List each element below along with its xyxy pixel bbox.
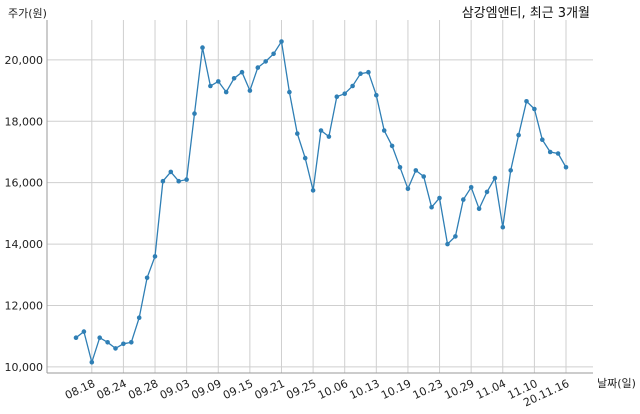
data-point [492,175,498,181]
y-tick-label: 10,000 [5,361,44,374]
data-point [136,315,142,321]
y-tick-label: 12,000 [5,299,44,312]
data-point [461,197,466,202]
data-point [113,346,118,351]
data-point [263,59,269,64]
x-tick-label: 10.13 [348,377,382,402]
data-point [223,89,229,95]
x-tick-label: 11.04 [474,377,508,402]
data-point [468,185,474,190]
data-point [358,71,363,76]
data-point [160,178,166,184]
data-point [89,360,95,365]
data-point [516,132,521,138]
data-point [295,131,300,136]
data-point [532,106,537,112]
data-point [73,335,79,341]
data-point [524,99,529,104]
data-point [389,143,395,149]
data-point [255,65,261,70]
data-point [326,134,332,139]
data-point [508,168,513,173]
data-point [129,340,134,345]
data-point [310,188,316,193]
data-point [192,111,197,116]
data-point [279,39,284,44]
price-series-line [75,39,567,365]
data-point [540,137,545,142]
x-tick-label: 09.21 [253,377,287,402]
data-point [81,329,87,334]
data-point [318,128,324,133]
data-point [97,335,102,341]
data-point [184,177,189,182]
data-point [152,254,158,259]
data-point [121,341,126,347]
y-tick-label: 20,000 [5,54,44,67]
data-point [200,45,205,50]
x-tick-label: 10.19 [379,377,413,402]
data-point [350,83,355,89]
data-point [547,149,553,155]
data-point [334,94,340,99]
x-tick-label: 08.24 [95,377,129,402]
data-point [176,178,181,184]
data-point [239,69,245,75]
data-point [216,79,221,84]
data-point [381,128,387,133]
data-point [437,195,442,201]
data-point [342,91,348,96]
x-tick-label: 10.23 [411,377,445,402]
y-tick-label: 18,000 [5,115,44,128]
data-point [247,88,253,93]
chart-title: 삼강엠앤티, 최근 3개월 [462,6,590,21]
y-tick-label: 14,000 [5,238,44,251]
data-point [421,174,427,179]
data-point [105,340,110,345]
data-point [287,89,292,95]
data-point [231,76,237,81]
y-axis-title: 주가(원) [8,7,47,20]
x-tick-label: 09.09 [189,377,223,402]
data-point [366,69,371,75]
data-point [429,204,434,210]
grid-lines [47,20,593,373]
x-tick-label: 08.18 [63,377,97,402]
x-axis-title: 날짜(일) [597,376,636,390]
data-point [484,189,490,195]
data-point [500,224,506,230]
data-point [555,151,561,156]
x-tick-label: 09.15 [221,377,255,402]
data-point [397,165,403,170]
data-point [374,92,379,98]
x-tick-label: 08.28 [126,377,160,402]
data-point [476,206,482,212]
data-point [563,165,569,170]
price-series-points [73,39,569,365]
data-point [302,155,308,161]
y-tick-label: 16,000 [5,177,44,190]
data-point [413,168,419,173]
x-tick-label: 09.03 [158,377,192,402]
data-point [405,186,411,192]
x-tick-labels: 08.1808.2408.2809.0309.0909.1509.2109.25… [63,377,571,409]
data-point [271,51,276,57]
data-point [208,83,213,89]
y-tick-labels: 10,000 12,000 14,000 16,000 18,000 20,000 [5,54,44,374]
x-tick-label: 10.06 [316,377,350,402]
data-point [144,275,150,281]
data-point [168,169,174,175]
data-point [453,234,458,239]
data-point [445,241,450,247]
x-tick-label: 10.29 [442,377,476,402]
x-tick-label: 09.25 [284,377,318,402]
